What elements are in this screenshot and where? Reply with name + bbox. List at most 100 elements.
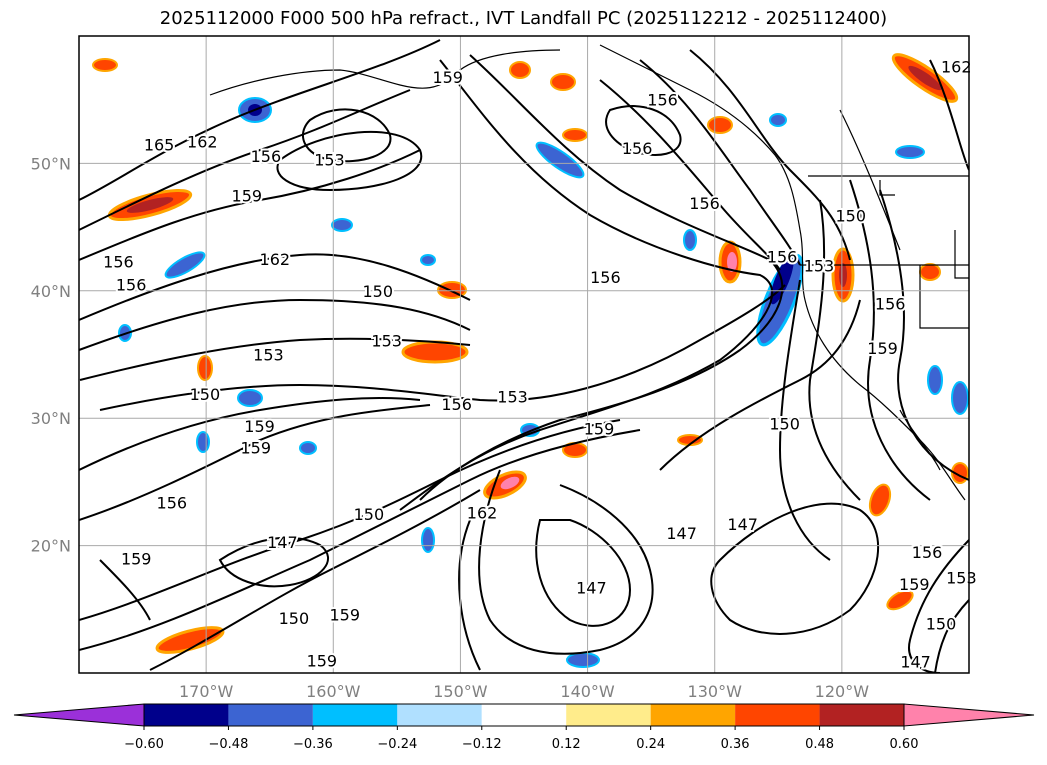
- contour-line: [79, 149, 421, 261]
- contour-label: 147: [576, 579, 607, 598]
- alaska-coastline: [209, 49, 561, 96]
- colorbar-tick-label: 0.12: [552, 737, 581, 752]
- contour-label: 147: [666, 524, 697, 543]
- positive-anomaly-patch: [562, 128, 588, 142]
- contour-line: [605, 105, 682, 156]
- negative-anomaly-patch: [535, 141, 585, 179]
- contour-label: 156: [912, 543, 943, 562]
- west-coastline: [599, 44, 966, 501]
- map-background: [79, 36, 969, 673]
- colorbar-swatch: [312, 704, 398, 726]
- latitude-tick-label: 20°N: [31, 537, 71, 556]
- baja-coastline: [899, 409, 941, 471]
- negative-anomaly-patch: [683, 229, 697, 251]
- positive-anomaly-patch: [197, 355, 213, 381]
- contour-line: [478, 469, 654, 655]
- contour-label: 162: [260, 250, 291, 269]
- contour-label: 150: [279, 609, 310, 628]
- positive-anomaly-patch: [919, 263, 941, 281]
- contour-label: 156: [116, 275, 147, 294]
- graticule: [79, 36, 969, 673]
- longitude-tick-label: 140°W: [560, 682, 615, 701]
- negative-anomaly-patch: [299, 441, 317, 455]
- contour-line: [79, 89, 411, 231]
- colorbar: −0.60 −0.48 −0.36 −0.24 −0.12 0.12 0.24 0.36 0.4…: [13, 703, 1035, 752]
- contour-line: [778, 279, 831, 561]
- positive-anomaly-patch: [92, 58, 118, 72]
- longitude-tick-label: 160°W: [306, 682, 361, 701]
- contour-label: 159: [244, 417, 275, 436]
- contour-label: 153: [371, 331, 402, 350]
- state-border: [839, 109, 901, 251]
- contour-line: [79, 419, 621, 621]
- contour-label: 147: [727, 515, 758, 534]
- contour-line: [149, 489, 481, 671]
- positive-anomaly-core: [727, 252, 737, 272]
- longitude-tick-label: 150°W: [433, 682, 488, 701]
- longitude-tick-label: 120°W: [815, 682, 870, 701]
- contour-label: 156: [689, 194, 720, 213]
- negative-anomaly-patch: [331, 218, 353, 232]
- colorbar-tick-label: 0.24: [636, 737, 665, 752]
- axis-tick-labels: 50°N 40°N 30°N 20°N 170°W 160°W 150°W 140°W 130°…: [31, 154, 870, 701]
- contour-line: [710, 502, 880, 635]
- longitude-tick-label: 130°W: [688, 682, 743, 701]
- contour-label: 159: [329, 605, 360, 624]
- positive-anomaly-patch: [886, 589, 914, 611]
- longitude-tick-label: 170°W: [179, 682, 234, 701]
- positive-anomaly-patch: [550, 73, 576, 91]
- state-border: [919, 265, 969, 329]
- colorbar-outline: [143, 703, 905, 727]
- colorbar-swatch: [566, 704, 651, 726]
- contour-label: 159: [240, 439, 271, 458]
- negative-anomaly-patch: [164, 251, 206, 279]
- contour-label: 162: [467, 503, 498, 522]
- contour-label: 156: [875, 295, 906, 314]
- colorbar-tick-label: 0.48: [805, 737, 834, 752]
- contour-line: [849, 179, 931, 501]
- contour-label: 156: [622, 139, 653, 158]
- contour-label: 159: [584, 419, 615, 438]
- latitude-tick-label: 40°N: [31, 282, 71, 301]
- negative-anomaly-patch: [927, 365, 943, 395]
- colorbar-swatch: [397, 704, 482, 726]
- colorbar-swatch: [144, 704, 229, 726]
- colorbar-tick-label: −0.36: [293, 737, 333, 752]
- contour-label: 150: [926, 614, 957, 633]
- contour-label: 153: [804, 256, 835, 275]
- contour-line: [929, 59, 969, 171]
- contour-label: 156: [767, 247, 798, 266]
- colorbar-tick-label: −0.12: [462, 737, 502, 752]
- contour-label: 156: [103, 252, 134, 271]
- coastlines: [209, 44, 969, 501]
- contour-line: [689, 49, 851, 261]
- colorbar-tick-label: 0.60: [890, 737, 919, 752]
- positive-anomaly-core: [839, 263, 847, 287]
- contour-line: [79, 404, 431, 521]
- negative-anomaly-patch: [196, 431, 210, 453]
- contour-label: 153: [497, 388, 528, 407]
- contour-line: [79, 397, 421, 471]
- contour-label: 165: [144, 135, 175, 154]
- contour-label: 156: [647, 91, 678, 110]
- contour-label: 156: [251, 147, 282, 166]
- map-field: [79, 36, 969, 673]
- colorbar-extend-high: [903, 703, 1035, 727]
- contour-label: 159: [432, 68, 463, 87]
- contour-label: 153: [946, 568, 977, 587]
- colorbar-tick-label: −0.60: [124, 737, 164, 752]
- state-border: [954, 230, 969, 279]
- contour-label: 159: [121, 549, 152, 568]
- positive-anomaly-core: [126, 197, 174, 213]
- state-border: [879, 180, 895, 196]
- contour-line: [99, 284, 786, 411]
- colorbar-tick-label: 0.36: [721, 737, 750, 752]
- contour-line: [79, 39, 441, 201]
- contour-label: 156: [441, 395, 472, 414]
- contour-label: 150: [363, 282, 394, 301]
- negative-anomaly-patch: [769, 113, 787, 127]
- contour-label: 162: [187, 133, 218, 152]
- colorbar-swatch: [481, 704, 567, 726]
